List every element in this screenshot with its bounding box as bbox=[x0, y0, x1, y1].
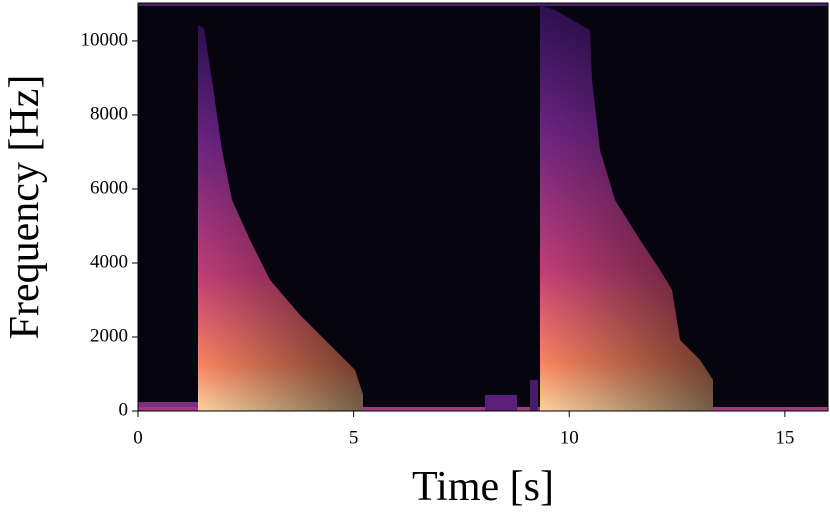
y-tick-label: 2000 bbox=[90, 325, 128, 346]
plot-frame bbox=[137, 2, 829, 412]
y-tick-label: 0 bbox=[119, 399, 129, 420]
spectrogram-image bbox=[138, 3, 828, 411]
x-tick-label: 5 bbox=[349, 427, 359, 448]
x-axis-label: Time [s] bbox=[412, 464, 554, 510]
y-tick-label: 6000 bbox=[90, 177, 128, 198]
x-tick-label: 10 bbox=[560, 427, 579, 448]
y-axis-label: Frequency [Hz] bbox=[2, 75, 48, 340]
y-tick-label: 8000 bbox=[90, 103, 128, 124]
y-tick-label: 4000 bbox=[90, 251, 128, 272]
x-tick-label: 0 bbox=[133, 427, 143, 448]
x-tick-label: 15 bbox=[775, 427, 794, 448]
y-tick-label: 10000 bbox=[81, 29, 129, 50]
